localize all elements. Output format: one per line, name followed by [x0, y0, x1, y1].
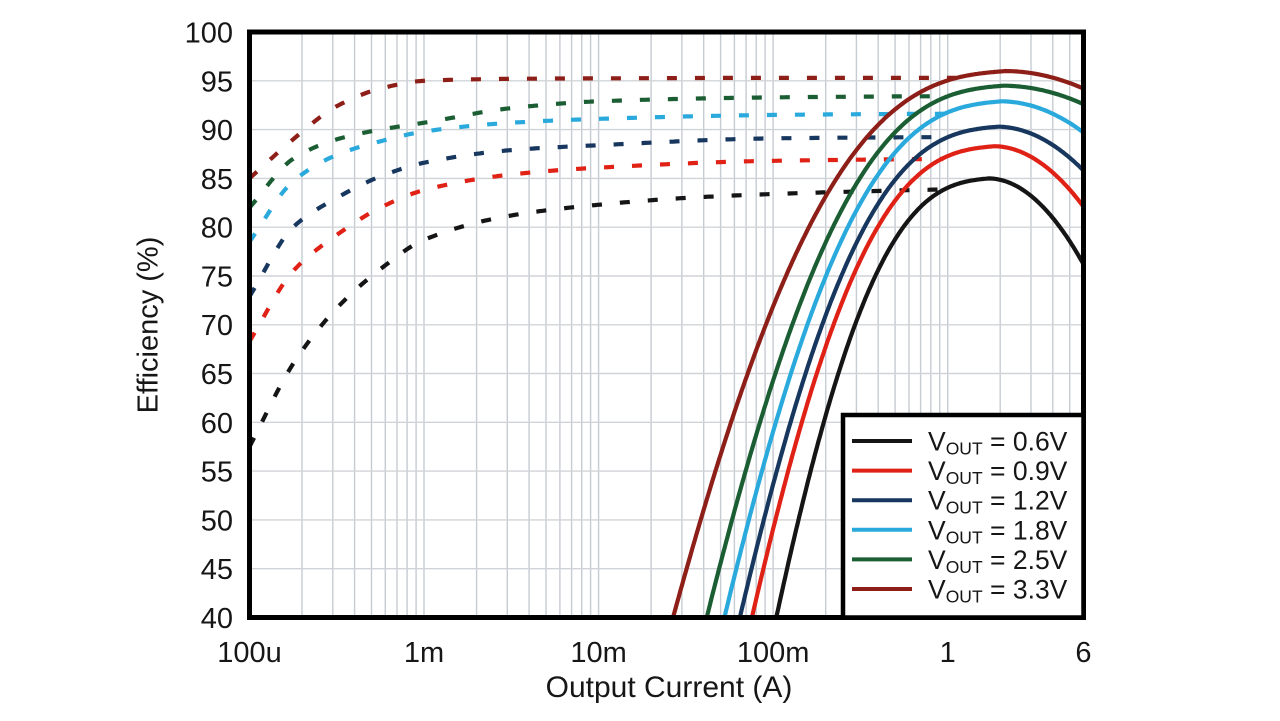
- svg-text:55: 55: [201, 457, 233, 489]
- svg-text:80: 80: [201, 213, 233, 245]
- svg-text:95: 95: [201, 66, 233, 98]
- svg-text:75: 75: [201, 262, 233, 294]
- svg-text:60: 60: [201, 408, 233, 440]
- svg-text:85: 85: [201, 164, 233, 196]
- svg-text:VOUT = 1.2V: VOUT = 1.2V: [928, 486, 1068, 518]
- svg-text:1m: 1m: [404, 637, 444, 669]
- svg-text:100m: 100m: [737, 637, 810, 669]
- svg-text:100: 100: [185, 18, 233, 50]
- svg-text:70: 70: [201, 310, 233, 342]
- svg-text:Output Current (A): Output Current (A): [546, 671, 793, 704]
- svg-text:VOUT = 0.9V: VOUT = 0.9V: [928, 456, 1068, 488]
- svg-text:50: 50: [201, 505, 233, 537]
- svg-text:65: 65: [201, 359, 233, 391]
- svg-text:VOUT = 0.6V: VOUT = 0.6V: [928, 427, 1068, 459]
- svg-text:100u: 100u: [217, 637, 282, 669]
- svg-text:10m: 10m: [570, 637, 626, 669]
- svg-text:VOUT = 2.5V: VOUT = 2.5V: [928, 545, 1068, 577]
- svg-text:VOUT = 3.3V: VOUT = 3.3V: [928, 575, 1068, 607]
- svg-text:40: 40: [201, 603, 233, 635]
- svg-text:45: 45: [201, 554, 233, 586]
- svg-text:90: 90: [201, 115, 233, 147]
- svg-text:Efficiency (%): Efficiency (%): [133, 237, 165, 414]
- svg-text:6: 6: [1075, 637, 1091, 669]
- svg-text:1: 1: [940, 637, 956, 669]
